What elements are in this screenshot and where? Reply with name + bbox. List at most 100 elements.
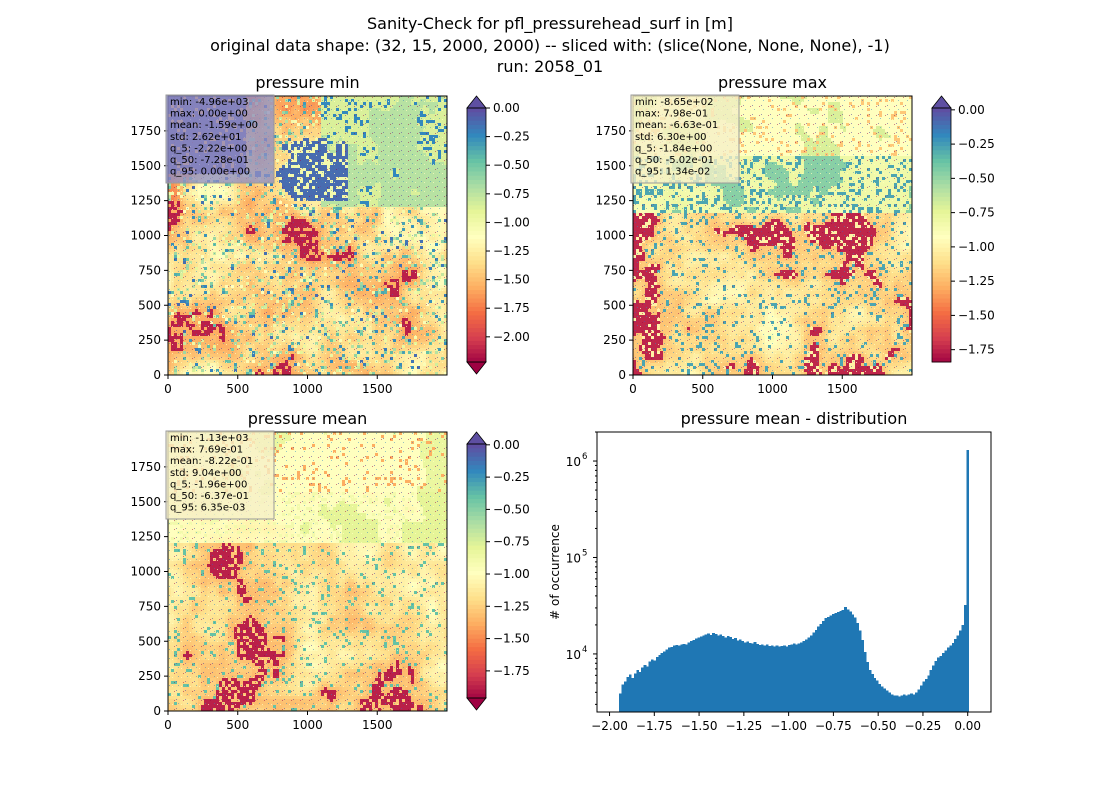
histogram-bar xyxy=(908,694,911,712)
y-tick-label: 10 xyxy=(566,455,581,469)
colorbar-segment xyxy=(932,150,951,155)
y-tick-label: 500 xyxy=(138,298,161,312)
colorbar-segment xyxy=(932,239,951,244)
histogram-bar xyxy=(932,665,935,712)
histogram-bar xyxy=(883,688,886,712)
colorbar-tick-label: −0.75 xyxy=(958,206,995,220)
colorbar-segment xyxy=(467,592,486,597)
colorbar-tick-label: −1.00 xyxy=(493,567,530,581)
colorbar-segment xyxy=(467,626,486,631)
colorbar-segment xyxy=(467,465,486,470)
colorbar: 0.00−0.25−0.50−0.75−1.00−1.25−1.50−1.75 xyxy=(932,96,995,363)
histogram-bar xyxy=(751,643,754,712)
colorbar-segment xyxy=(467,575,486,580)
histogram-bar xyxy=(653,660,656,712)
y-tick-label: 1250 xyxy=(130,530,161,544)
colorbar-segment xyxy=(932,180,951,185)
colorbar-segment xyxy=(932,184,951,189)
x-tick-label: 500 xyxy=(226,382,249,396)
colorbar-segment xyxy=(467,482,486,487)
histogram-bar xyxy=(680,645,683,712)
y-tick-label: 1500 xyxy=(130,159,161,173)
histogram-bar xyxy=(891,694,894,712)
y-tick-label: 750 xyxy=(138,263,161,277)
stats-line: q_5: -2.22e+00 xyxy=(170,143,247,154)
stats-line: std: 9.04e+00 xyxy=(170,468,242,479)
colorbar-segment xyxy=(467,444,486,449)
y-tick-exponent: 5 xyxy=(582,548,587,558)
y-tick-label: 250 xyxy=(138,333,161,347)
colorbar-segment xyxy=(467,307,486,312)
colorbar-segment xyxy=(467,609,486,614)
colorbar-segment xyxy=(467,248,486,253)
stats-line: q_5: -1.84e+00 xyxy=(635,143,712,154)
colorbar-segment xyxy=(467,345,486,350)
colorbar-segment xyxy=(467,214,486,219)
histogram-bar xyxy=(913,694,916,712)
histogram-bar xyxy=(834,613,837,712)
histogram-bar xyxy=(705,635,708,712)
x-tick-label: 1000 xyxy=(757,382,788,396)
x-tick-label: 0.00 xyxy=(954,719,981,733)
stats-line: q_5: -1.96e+00 xyxy=(170,479,247,490)
histogram-bar xyxy=(856,623,859,712)
histogram-bar xyxy=(690,641,693,712)
colorbar-segment xyxy=(467,605,486,610)
colorbar-tick-label: −0.25 xyxy=(958,137,995,151)
y-tick-label: 0 xyxy=(153,368,161,382)
colorbar-segment xyxy=(467,541,486,546)
figure-title-line-1: Sanity-Check for pfl_pressurehead_surf i… xyxy=(0,14,1100,33)
histogram-bar xyxy=(847,610,850,712)
stats-line: min: -8.65e+02 xyxy=(635,97,714,108)
colorbar-segment xyxy=(932,337,951,342)
colorbar-segment xyxy=(467,529,486,534)
y-tick-label: 1000 xyxy=(595,229,626,243)
histogram-bar xyxy=(719,635,722,712)
histogram-bar xyxy=(930,670,933,712)
histogram-bar xyxy=(905,696,908,712)
histogram-bar xyxy=(798,643,801,712)
y-tick-label: 1750 xyxy=(595,124,626,138)
colorbar-tick-label: −0.75 xyxy=(493,187,530,201)
histogram-bar xyxy=(922,681,925,712)
histogram-bar xyxy=(781,646,784,712)
colorbar-segment xyxy=(467,218,486,223)
colorbar-segment xyxy=(467,299,486,304)
histogram-bar xyxy=(947,648,950,712)
colorbar-segment xyxy=(467,269,486,274)
histogram-bar xyxy=(756,644,759,712)
colorbar-segment xyxy=(467,491,486,496)
histogram-bar xyxy=(854,617,857,712)
y-tick-label: 250 xyxy=(138,669,161,683)
colorbar-segment xyxy=(467,461,486,466)
histogram-bar xyxy=(785,646,788,712)
histogram-bar xyxy=(962,625,965,712)
colorbar-segment xyxy=(467,571,486,576)
colorbar-segment xyxy=(467,315,486,320)
colorbar-segment xyxy=(467,235,486,240)
stats-line: std: 6.30e+00 xyxy=(635,132,707,143)
colorbar-segment xyxy=(467,469,486,474)
stats-line: q_50: -5.02e-01 xyxy=(635,155,714,166)
colorbar-segment xyxy=(467,150,486,155)
colorbar-tick-label: −0.50 xyxy=(493,158,530,172)
colorbar-extend-min xyxy=(467,362,486,374)
colorbar-tick-label: −1.75 xyxy=(958,343,995,357)
x-tick-label: 0 xyxy=(629,382,637,396)
colorbar-segment xyxy=(467,584,486,589)
figure-title-line-3: run: 2058_01 xyxy=(0,57,1100,76)
y-tick-label: 1500 xyxy=(595,159,626,173)
stats-line: q_95: 1.34e-02 xyxy=(635,167,710,178)
colorbar-segment xyxy=(467,596,486,601)
histogram-bar xyxy=(893,696,896,712)
colorbar-segment xyxy=(467,474,486,479)
colorbar-segment xyxy=(932,243,951,248)
colorbar-segment xyxy=(932,252,951,257)
x-tick-label: 500 xyxy=(226,718,249,732)
colorbar-segment xyxy=(932,112,951,117)
histogram-bar xyxy=(878,684,881,712)
colorbar-tick-label: −1.25 xyxy=(493,244,530,258)
y-tick-label: 750 xyxy=(138,599,161,613)
